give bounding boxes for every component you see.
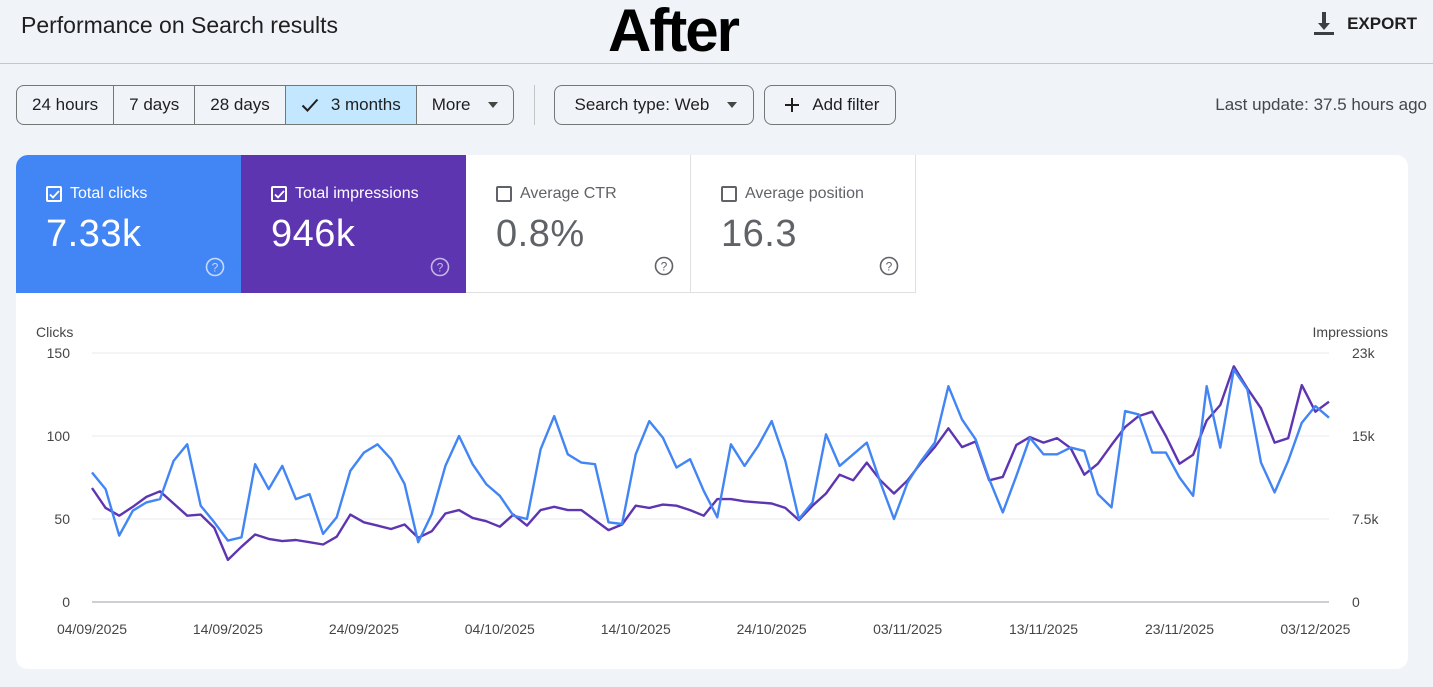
left-axis-ticks: 150 100 50 0 bbox=[47, 345, 71, 610]
metric-label: Average CTR bbox=[520, 185, 617, 202]
help-icon[interactable]: ? bbox=[430, 257, 450, 277]
performance-chart: Clicks Impressions 150 100 50 0 23k 15k 7.5k 0… bbox=[36, 324, 1388, 637]
check-icon bbox=[301, 98, 319, 112]
metric-label: Total clicks bbox=[70, 185, 148, 202]
metric-label: Total impressions bbox=[295, 185, 419, 202]
svg-text:?: ? bbox=[212, 261, 219, 275]
metric-label-row: Average CTR bbox=[496, 185, 690, 203]
metric-label-row: Total clicks bbox=[46, 185, 241, 203]
svg-text:?: ? bbox=[437, 261, 444, 275]
left-axis-tick: 100 bbox=[47, 428, 71, 444]
date-range-more[interactable]: More bbox=[417, 86, 514, 124]
x-axis-tick: 24/10/2025 bbox=[737, 621, 807, 637]
svg-text:?: ? bbox=[661, 260, 668, 274]
caret-down-icon bbox=[488, 102, 499, 108]
right-axis-ticks: 23k 15k 7.5k 0 bbox=[1352, 345, 1379, 610]
left-axis-tick: 50 bbox=[54, 511, 70, 527]
right-axis-tick: 7.5k bbox=[1352, 511, 1379, 527]
page-title: Performance on Search results bbox=[21, 12, 339, 38]
search-type-dropdown[interactable]: Search type: Web bbox=[554, 85, 755, 125]
metric-total-clicks[interactable]: Total clicks 7.33k ? bbox=[16, 155, 241, 293]
metric-label: Average position bbox=[745, 185, 864, 202]
export-label: EXPORT bbox=[1347, 14, 1417, 33]
x-axis-tick: 04/10/2025 bbox=[465, 621, 535, 637]
date-range-label: More bbox=[431, 95, 471, 114]
search-type-label: Search type: Web bbox=[574, 95, 710, 114]
check-icon bbox=[48, 189, 60, 199]
plus-icon bbox=[785, 98, 800, 112]
x-axis-tick: 14/09/2025 bbox=[193, 621, 263, 637]
date-range-label: 7 days bbox=[129, 95, 180, 114]
after-overlay-label: After bbox=[608, 0, 740, 64]
metric-average-ctr[interactable]: Average CTR 0.8% ? bbox=[466, 155, 691, 293]
x-axis-tick: 03/12/2025 bbox=[1280, 621, 1350, 637]
left-axis-label: Clicks bbox=[36, 324, 73, 340]
help-icon[interactable]: ? bbox=[654, 256, 674, 276]
checkbox-checked[interactable] bbox=[271, 186, 287, 202]
checkbox-checked[interactable] bbox=[46, 186, 62, 202]
left-axis-tick: 0 bbox=[62, 594, 70, 610]
right-axis-tick: 0 bbox=[1352, 594, 1360, 610]
right-axis-tick: 15k bbox=[1352, 428, 1376, 444]
help-icon[interactable]: ? bbox=[879, 256, 899, 276]
chart-lines bbox=[91, 365, 1330, 562]
metric-value: 7.33k bbox=[46, 213, 142, 255]
page-header: Performance on Search results After EXPO… bbox=[0, 0, 1433, 64]
svg-text:?: ? bbox=[886, 260, 893, 274]
help-icon[interactable]: ? bbox=[205, 257, 225, 277]
metric-label-row: Average position bbox=[721, 185, 915, 203]
date-range-selector: 24 hours 7 days 28 days 3 months More bbox=[16, 85, 515, 125]
metric-average-position[interactable]: Average position 16.3 ? bbox=[691, 155, 916, 293]
date-range-label: 28 days bbox=[210, 95, 270, 114]
x-axis-tick: 24/09/2025 bbox=[329, 621, 399, 637]
date-range-7-days[interactable]: 7 days bbox=[114, 86, 196, 124]
date-range-24-hours[interactable]: 24 hours bbox=[17, 86, 115, 124]
x-axis-tick: 04/09/2025 bbox=[57, 621, 127, 637]
series-line-impressions bbox=[91, 365, 1330, 562]
right-axis-tick: 23k bbox=[1352, 345, 1376, 361]
left-axis-tick: 150 bbox=[47, 345, 71, 361]
x-axis-tick: 03/11/2025 bbox=[873, 621, 942, 637]
x-axis-ticks: 04/09/2025 14/09/2025 24/09/2025 04/10/2025… bbox=[57, 621, 1351, 637]
date-range-label: 24 hours bbox=[32, 95, 99, 114]
series-line-clicks bbox=[91, 368, 1330, 544]
metric-value: 946k bbox=[271, 213, 356, 255]
x-axis-tick: 23/11/2025 bbox=[1145, 621, 1214, 637]
date-range-28-days[interactable]: 28 days bbox=[195, 86, 286, 124]
performance-card: Total clicks 7.33k ? Total impressions 9… bbox=[16, 155, 1408, 669]
chart-grid bbox=[92, 352, 1329, 603]
metric-total-impressions[interactable]: Total impressions 946k ? bbox=[241, 155, 466, 293]
right-axis-label: Impressions bbox=[1313, 324, 1388, 340]
caret-down-icon bbox=[727, 102, 738, 108]
checkbox-unchecked[interactable] bbox=[721, 186, 737, 202]
date-range-label: 3 months bbox=[330, 95, 401, 114]
x-axis-tick: 14/10/2025 bbox=[601, 621, 671, 637]
last-update-text: Last update: 37.5 hours ago bbox=[1215, 95, 1427, 114]
toolbar-divider bbox=[534, 85, 536, 125]
x-axis-tick: 13/11/2025 bbox=[1009, 621, 1078, 637]
metric-label-row: Total impressions bbox=[271, 185, 466, 203]
metric-value: 0.8% bbox=[496, 213, 585, 255]
metric-value: 16.3 bbox=[721, 213, 797, 255]
add-filter-button[interactable]: Add filter bbox=[764, 85, 897, 125]
download-icon bbox=[1314, 12, 1335, 35]
export-button[interactable]: EXPORT bbox=[1313, 12, 1417, 36]
date-range-3-months[interactable]: 3 months bbox=[285, 86, 417, 124]
filter-toolbar: 24 hours 7 days 28 days 3 months More Se… bbox=[16, 85, 906, 125]
add-filter-label: Add filter bbox=[812, 95, 880, 114]
checkbox-unchecked[interactable] bbox=[496, 186, 512, 202]
check-icon bbox=[273, 189, 285, 199]
